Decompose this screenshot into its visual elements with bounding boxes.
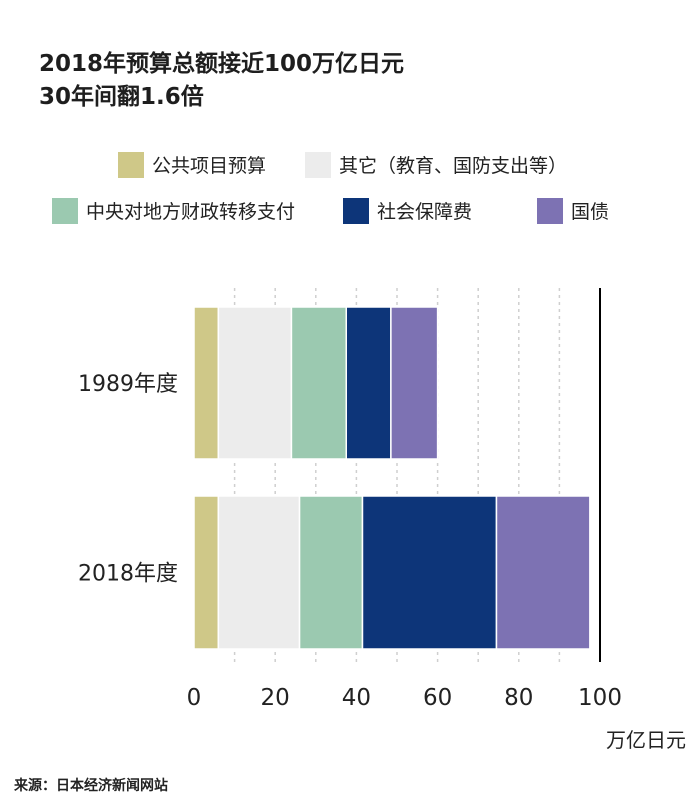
legend-swatch bbox=[118, 151, 144, 178]
source-note: 来源：日本经济新闻网站 bbox=[14, 778, 168, 794]
legend-item-social-security: 社会保障费 bbox=[343, 197, 472, 224]
bar-segment bbox=[361, 495, 498, 650]
tick-label: 0 bbox=[187, 685, 202, 711]
legend-label: 公共项目预算 bbox=[152, 155, 267, 177]
category-label: 2018年度 bbox=[78, 562, 178, 587]
bar-segment bbox=[390, 306, 439, 460]
title-line-1: 2018年预算总额接近100万亿日元 bbox=[39, 51, 405, 77]
legend-item-other: 其它（教育、国防支出等） bbox=[305, 151, 567, 178]
axis-unit-label: 万亿日元 bbox=[606, 728, 686, 752]
category-label: 1989年度 bbox=[78, 372, 178, 397]
legend-label: 中央对地方财政转移支付 bbox=[86, 201, 296, 223]
title-line-2: 30年间翻1.6倍 bbox=[39, 84, 204, 110]
tick-label: 100 bbox=[578, 685, 622, 711]
legend-swatch bbox=[343, 197, 369, 224]
legend-swatch bbox=[537, 197, 563, 224]
chart-title: 2018年预算总额接近100万亿日元 30年间翻1.6倍 bbox=[39, 48, 404, 114]
bar-segment bbox=[193, 306, 220, 460]
tick-label: 60 bbox=[423, 685, 452, 711]
tick-label: 40 bbox=[342, 685, 371, 711]
legend-label: 其它（教育、国防支出等） bbox=[339, 155, 568, 177]
tick-label: 80 bbox=[504, 685, 533, 711]
bar-segment bbox=[495, 495, 591, 650]
legend-label: 社会保障费 bbox=[377, 201, 473, 223]
bar-segment bbox=[290, 306, 348, 460]
bar-segment bbox=[217, 306, 293, 460]
legend-item-public-works: 公共项目预算 bbox=[118, 151, 266, 178]
legend-swatch bbox=[52, 197, 78, 224]
bar-segment bbox=[298, 495, 364, 650]
bar-segment bbox=[217, 495, 301, 650]
legend-item-transfer: 中央对地方财政转移支付 bbox=[52, 197, 295, 224]
legend-label: 国债 bbox=[571, 201, 610, 223]
legend-item-bonds: 国债 bbox=[537, 197, 609, 224]
legend-swatch bbox=[305, 151, 331, 178]
tick-label: 20 bbox=[261, 685, 290, 711]
bar-segment bbox=[345, 306, 392, 460]
bar-segment bbox=[193, 495, 220, 650]
